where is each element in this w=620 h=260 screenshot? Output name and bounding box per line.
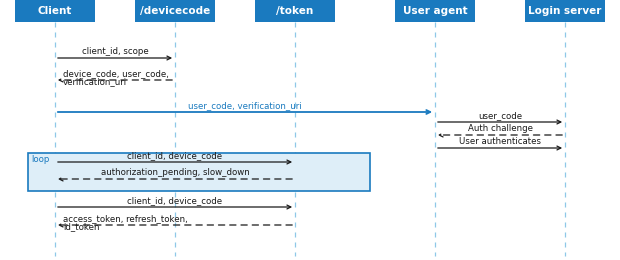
Text: client_id, device_code: client_id, device_code — [128, 151, 223, 160]
Text: authorization_pending, slow_down: authorization_pending, slow_down — [100, 168, 249, 177]
Text: Auth challenge: Auth challenge — [467, 124, 533, 133]
Bar — [135, 0, 215, 22]
Bar — [525, 0, 605, 22]
Text: user_code, verification_uri: user_code, verification_uri — [188, 101, 302, 110]
Text: User authenticates: User authenticates — [459, 137, 541, 146]
Text: client_id, scope: client_id, scope — [82, 47, 148, 56]
Text: id_token: id_token — [63, 222, 99, 231]
Bar — [395, 0, 475, 22]
Bar — [28, 153, 370, 191]
Text: access_token, refresh_token,: access_token, refresh_token, — [63, 214, 188, 223]
Text: /token: /token — [277, 6, 314, 16]
Text: Client: Client — [38, 6, 72, 16]
Bar — [15, 0, 95, 22]
Text: User agent: User agent — [402, 6, 467, 16]
Text: user_code: user_code — [478, 111, 522, 120]
Text: verification_uri: verification_uri — [63, 77, 127, 86]
Text: device_code, user_code,: device_code, user_code, — [63, 69, 169, 78]
Text: /devicecode: /devicecode — [140, 6, 210, 16]
Text: Login server: Login server — [528, 6, 601, 16]
Bar — [255, 0, 335, 22]
Text: loop: loop — [31, 155, 50, 164]
Text: client_id, device_code: client_id, device_code — [128, 196, 223, 205]
